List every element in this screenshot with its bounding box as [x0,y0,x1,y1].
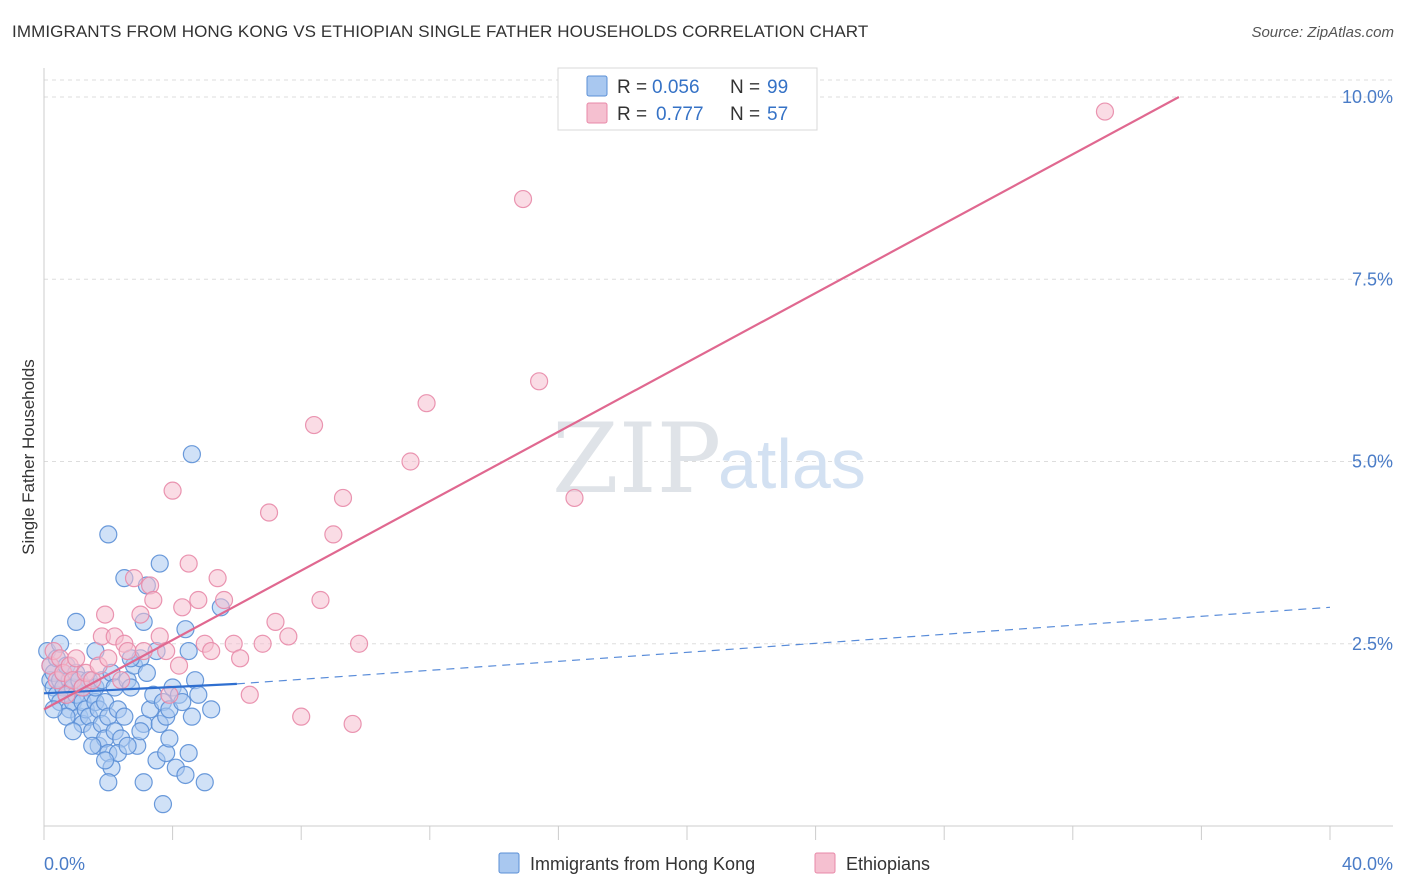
point-hong-kong [83,736,102,755]
legend-n-value-pink: 57 [767,104,788,125]
point-hong-kong [189,685,208,704]
point-ethiopians [179,554,198,573]
point-ethiopians [202,641,221,661]
point-ethiopians [173,598,192,617]
series-legend: Immigrants from Hong Kong Ethiopians [498,852,930,874]
trend-lines [43,96,1331,711]
point-hong-kong [176,765,195,785]
point-hong-kong [179,641,198,661]
point-hong-kong [160,729,179,748]
point-hong-kong [153,795,173,814]
point-hong-kong [195,773,214,792]
point-ethiopians [565,488,584,508]
y-tick-label: 7.5% [1352,269,1393,289]
point-ethiopians [99,649,118,668]
point-ethiopians [292,707,311,726]
y-tick-labels: 2.5% 5.0% 7.5% 10.0% [1342,87,1393,654]
y-axis-title: Single Father Households [19,359,38,555]
watermark: ZIP atlas [552,403,866,515]
point-ethiopians [311,590,330,610]
point-hong-kong [134,773,153,792]
point-ethiopians [95,605,115,624]
series-hong-kong-points [38,445,230,814]
y-tick-label: 5.0% [1352,452,1393,472]
point-ethiopians [208,569,227,588]
x-tick-labels: 0.0% 40.0% [44,854,1393,874]
point-ethiopians [189,590,208,610]
legend-n-label-pink: N = [730,104,760,125]
y-tick-label: 2.5% [1352,634,1393,654]
chart-title: IMMIGRANTS FROM HONG KONG VS ETHIOPIAN S… [12,22,869,41]
point-ethiopians [349,634,369,653]
legend-swatch-ethiopians [814,852,836,874]
correlation-legend: R = 0.056 N = 99 R = 0.777 N = 57 [557,67,818,131]
point-hong-kong [137,663,156,683]
point-ethiopians [124,569,144,588]
point-ethiopians [417,394,436,413]
point-ethiopians [333,488,353,508]
gridlines [44,79,1393,645]
point-ethiopians [231,649,250,668]
point-ethiopians [157,641,176,661]
point-ethiopians [240,685,259,704]
point-ethiopians [163,481,182,500]
legend-r-label-pink: R = [617,104,647,125]
point-ethiopians [112,671,131,690]
point-hong-kong [63,722,83,741]
point-ethiopians [214,590,234,610]
point-ethiopians [513,189,533,209]
point-ethiopians [530,372,549,391]
point-ethiopians [343,714,362,734]
point-hong-kong [182,445,201,464]
point-ethiopians [401,452,420,471]
watermark-atlas: atlas [718,425,866,503]
point-ethiopians [160,685,179,704]
point-ethiopians [253,634,272,653]
legend-swatch-hong-kong [498,852,520,874]
legend-swatch-blue [586,75,608,97]
point-ethiopians [144,590,163,610]
point-hong-kong [182,707,201,726]
point-ethiopians [67,649,86,668]
point-hong-kong [118,736,137,755]
point-ethiopians [1095,102,1115,121]
point-ethiopians [324,525,343,544]
point-ethiopians [169,656,189,675]
point-ethiopians [266,612,285,631]
point-hong-kong [131,722,150,741]
source-label: Source: ZipAtlas.com [1251,24,1394,41]
trend-line-hong-kong-dashed [236,606,1331,685]
x-tick-label: 40.0% [1342,854,1393,874]
point-hong-kong [99,773,118,792]
point-ethiopians [259,503,279,522]
x-minor-ticks [43,826,1331,840]
point-hong-kong [95,751,115,770]
point-ethiopians [134,641,153,661]
point-ethiopians [118,641,137,661]
point-hong-kong [150,554,169,573]
legend-r-value-pink: 0.777 [656,104,704,125]
point-hong-kong [99,525,118,544]
legend-label-ethiopians: Ethiopians [846,854,930,874]
point-hong-kong [179,743,198,763]
legend-n-value-blue: 99 [767,77,788,98]
point-hong-kong [115,707,134,726]
y-tick-label: 10.0% [1342,87,1393,107]
legend-swatch-pink [586,102,608,124]
point-ethiopians [304,415,324,435]
point-hong-kong [67,612,86,631]
point-ethiopians [131,605,150,624]
legend-r-label-blue: R = [617,77,647,98]
point-ethiopians [279,627,298,646]
axes [43,68,1393,827]
legend-label-hong-kong: Immigrants from Hong Kong [530,854,755,874]
trend-line-ethiopians [43,96,1180,711]
legend-r-value-blue: 0.056 [652,77,700,98]
x-tick-label: 0.0% [44,854,85,874]
legend-n-label-blue: N = [730,77,760,98]
point-hong-kong [202,700,221,719]
